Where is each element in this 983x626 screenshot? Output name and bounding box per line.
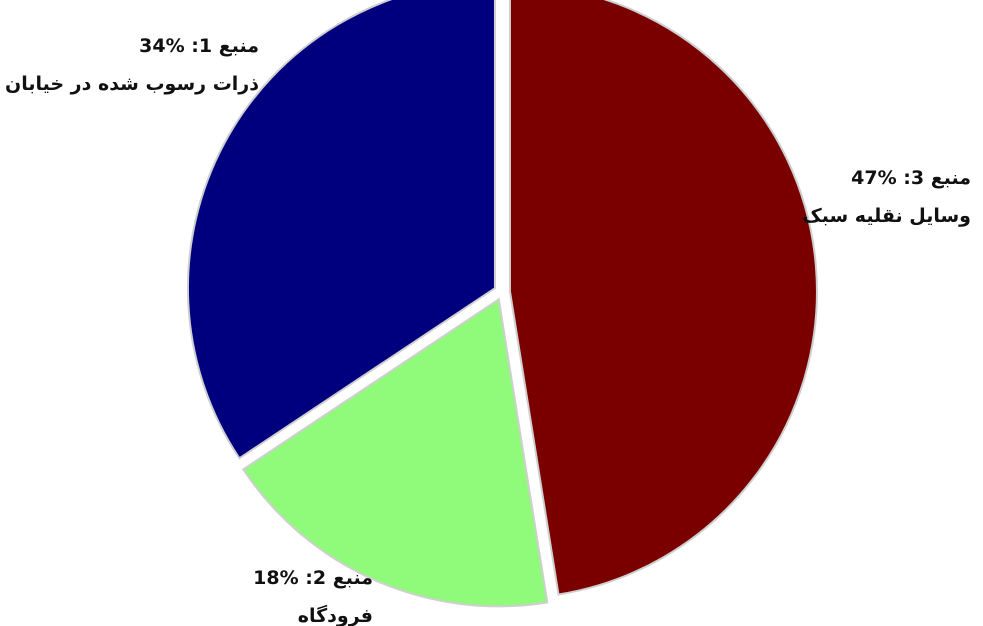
slice-label-source-3-head: منبع 3: %47	[851, 167, 971, 189]
slice-label-source-2: منبع 2: %18 فرودگاه	[253, 566, 373, 626]
slice-label-source-1: منبع 1: %34 ذرات رسوب شده در خیابان	[5, 34, 259, 96]
slice-label-source-2-head: منبع 2: %18	[253, 567, 373, 589]
slice-label-source-1-head: منبع 1: %34	[139, 35, 259, 57]
pie-slice-source-1	[187, 0, 496, 460]
slice-label-source-2-desc: فرودگاه	[297, 605, 373, 626]
pie-slice-source-2	[241, 297, 549, 608]
pie-slice-source-3	[508, 0, 818, 596]
slice-label-source-3: منبع 3: %47 وسایل نقلیه سبک	[802, 166, 971, 228]
slice-label-source-1-desc: ذرات رسوب شده در خیابان	[4, 73, 259, 95]
slice-label-source-3-desc: وسایل نقلیه سبک	[802, 205, 971, 227]
